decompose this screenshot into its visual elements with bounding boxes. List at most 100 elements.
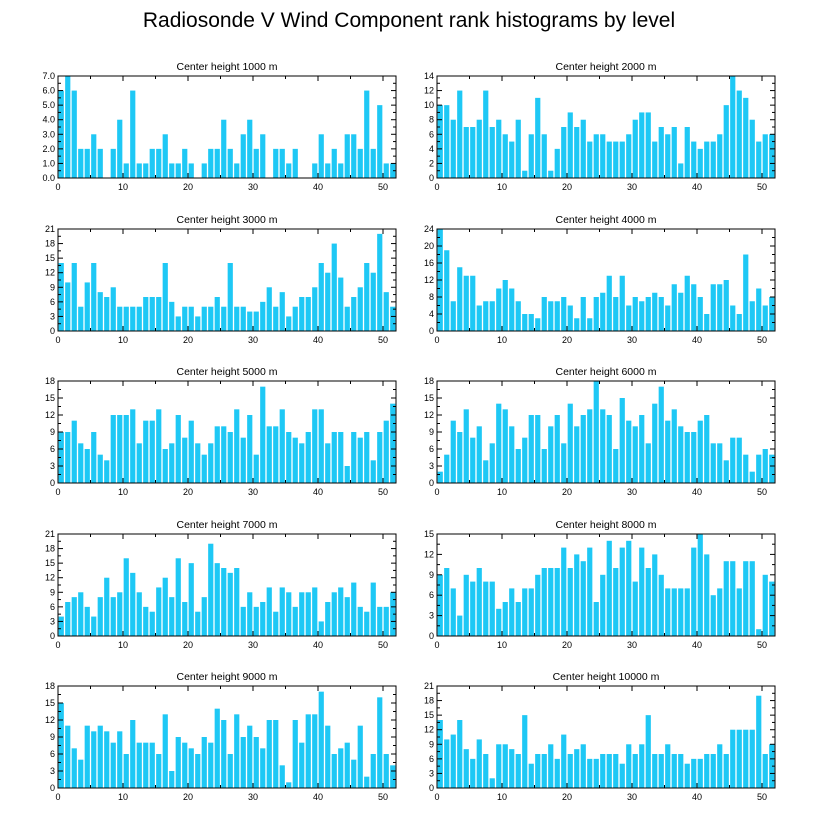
histogram-bar [645,443,651,483]
histogram-bar [736,314,742,331]
y-tick-label: 21 [45,224,55,234]
histogram-bar [370,754,376,788]
y-tick-label: 12 [424,725,434,735]
histogram-bar [678,163,684,178]
histogram-bar [299,297,305,331]
x-tick-label: 30 [248,792,258,802]
histogram-bar [357,437,363,483]
histogram-bar [626,420,632,483]
histogram-bar [756,695,762,788]
histogram-bar [201,163,207,178]
histogram-bar [331,432,337,483]
histogram-bar [195,316,201,331]
histogram-bar [671,284,677,331]
x-tick-label: 50 [378,792,388,802]
histogram-bar [338,277,344,331]
histogram-bar [273,426,279,483]
histogram-bar [600,292,606,331]
histogram-bar [756,141,762,178]
histogram-bar [266,720,272,788]
y-tick-label: 12 [45,573,55,583]
histogram-bar [130,90,136,178]
histogram-bar [240,437,246,483]
histogram-bar [260,602,266,636]
histogram-bar [253,454,259,483]
x-tick-label: 20 [183,792,193,802]
histogram-bar [450,420,456,483]
panel-title: Center height 4000 m [556,214,657,226]
histogram-bar [156,754,162,788]
histogram-bar [691,758,697,788]
histogram-bar [201,737,207,788]
histogram-bar [567,112,573,178]
histogram-bar [390,592,396,636]
x-tick-label: 50 [757,335,767,345]
x-tick-label: 20 [183,640,193,650]
histogram-bar [325,163,331,178]
histogram-bar [600,409,606,483]
histogram-bar [331,148,337,178]
y-tick-label: 15 [424,529,434,539]
histogram-bar [606,275,612,331]
histogram-bar [639,744,645,788]
x-tick-label: 10 [118,792,128,802]
histogram-bar [515,301,521,331]
x-tick-label: 30 [627,640,637,650]
y-tick-label: 10 [424,100,434,110]
histogram-bar [123,306,129,331]
histogram-bar [377,697,383,788]
histogram-bar [756,629,762,636]
histogram-bar [370,272,376,331]
histogram-bar [710,284,716,331]
histogram-bar [390,306,396,331]
x-tick-label: 40 [692,487,702,497]
histogram-bar [717,588,723,636]
histogram-bar [240,134,246,178]
y-tick-label: 3 [50,311,55,321]
histogram-bar [214,297,220,331]
histogram-bar [201,306,207,331]
histogram-bar [639,301,645,331]
histogram-bar [769,744,775,788]
x-tick-label: 10 [118,182,128,192]
histogram-bar [58,263,64,331]
histogram-bar [201,597,207,636]
x-tick-label: 20 [562,335,572,345]
histogram-bar [684,275,690,331]
histogram-bar [762,574,768,636]
histogram-bar [156,587,162,636]
histogram-bar [110,415,116,483]
y-tick-label: 18 [45,376,55,386]
histogram-bar [377,233,383,331]
chart-panel: Center height 4000 m 0 4 8 12 16 20 24 0 10 20 30 40… [424,214,776,345]
histogram-bar [502,744,508,788]
histogram-bar [522,314,528,331]
histogram-bar [253,737,259,788]
histogram-bar [593,134,599,178]
histogram-bar [260,748,266,788]
histogram-bar [502,280,508,331]
histogram-bar [522,588,528,636]
histogram-bar [351,432,357,483]
histogram-bar [266,426,272,483]
histogram-bar [548,426,554,483]
chart-panel: Center height 2000 m 0 2 4 6 8 10 12 14 0 10 20 30 40… [424,61,776,192]
x-tick-label: 40 [313,335,323,345]
figure-title: Radiosonde V Wind Component rank histogr… [142,9,676,32]
y-tick-label: 0 [429,783,434,793]
y-tick-label: 3 [429,768,434,778]
y-tick-label: 4.0 [42,115,55,125]
histogram-bar [364,90,370,178]
histogram-bar [548,744,554,788]
x-tick-label: 30 [627,335,637,345]
histogram-bar [273,306,279,331]
histogram-bar [574,554,580,636]
chart-panel: Center height 10000 m 0 3 6 9 12 15 18 21 0 10 20 30… [424,671,776,802]
histogram-bar [528,134,534,178]
histogram-bar [162,449,168,483]
histogram-bar [344,597,350,636]
x-tick-label: 0 [434,335,439,345]
histogram-bar [665,744,671,788]
y-tick-label: 9 [50,282,55,292]
histogram-bar [730,729,736,788]
